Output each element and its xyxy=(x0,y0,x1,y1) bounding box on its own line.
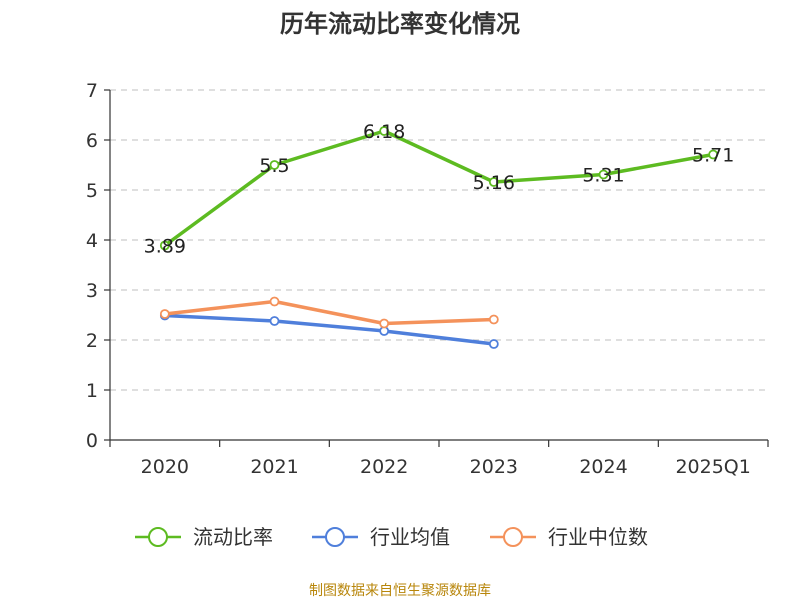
axes: 0 1 2 3 4 5 6 7 2020 2021 2022 2023 2024 2025Q1 xyxy=(86,80,769,478)
data-point xyxy=(488,177,499,187)
data-point xyxy=(159,240,170,251)
series-line xyxy=(163,129,714,247)
legend-marker xyxy=(148,527,168,547)
source-note: 制图数据来自恒生聚源数据库 xyxy=(309,583,491,599)
series-line xyxy=(164,313,495,346)
data-point xyxy=(488,314,499,325)
x-tick-label: 2021 xyxy=(250,456,298,478)
data-point xyxy=(269,316,280,326)
y-tick-label: 4 xyxy=(86,230,98,252)
legend-marker xyxy=(325,527,345,547)
data-point xyxy=(708,149,719,160)
x-tick-label: 2025Q1 xyxy=(675,456,750,478)
legend-item: 行业中位数 xyxy=(490,525,648,549)
data-point xyxy=(269,160,280,170)
legend-marker xyxy=(503,527,523,547)
legend-label: 行业中位数 xyxy=(548,525,648,549)
x-tick-label: 2022 xyxy=(360,456,408,478)
data-point xyxy=(379,318,390,329)
legend-label: 行业均值 xyxy=(370,525,450,549)
data-point xyxy=(598,169,609,180)
chart-title: 历年流动比率变化情况 xyxy=(280,10,520,38)
data-label: 5.16 xyxy=(473,172,515,194)
series-line xyxy=(164,299,494,326)
x-tick-label: 2024 xyxy=(579,456,627,478)
y-tick-label: 3 xyxy=(86,280,98,302)
gridlines xyxy=(110,89,768,391)
legend-item: 行业均值 xyxy=(312,525,450,549)
data-label: 6.18 xyxy=(363,121,405,143)
data-point xyxy=(488,339,499,349)
y-tick-label: 1 xyxy=(86,380,98,402)
data-label: 5.5 xyxy=(259,155,289,177)
legend: 流动比率 行业均值 行业中位数 xyxy=(135,525,648,549)
y-tick-label: 0 xyxy=(86,430,98,452)
legend-item: 流动比率 xyxy=(135,525,273,549)
x-tick-label: 2023 xyxy=(470,456,518,478)
y-tick-label: 2 xyxy=(86,330,98,352)
data-label: 5.71 xyxy=(692,145,734,167)
data-labels: 3.89 5.5 6.18 5.16 5.31 5.71 xyxy=(144,121,735,258)
y-tick-label: 6 xyxy=(86,130,98,152)
legend-label: 流动比率 xyxy=(193,525,273,549)
x-tick-label: 2020 xyxy=(141,456,189,478)
data-point xyxy=(379,126,390,136)
data-label: 3.89 xyxy=(144,236,186,258)
y-tick-label: 7 xyxy=(86,80,98,102)
series-lines xyxy=(159,126,719,349)
data-label: 5.31 xyxy=(582,165,624,187)
data-point xyxy=(159,309,170,319)
data-point xyxy=(269,296,280,307)
y-tick-label: 5 xyxy=(86,180,98,202)
